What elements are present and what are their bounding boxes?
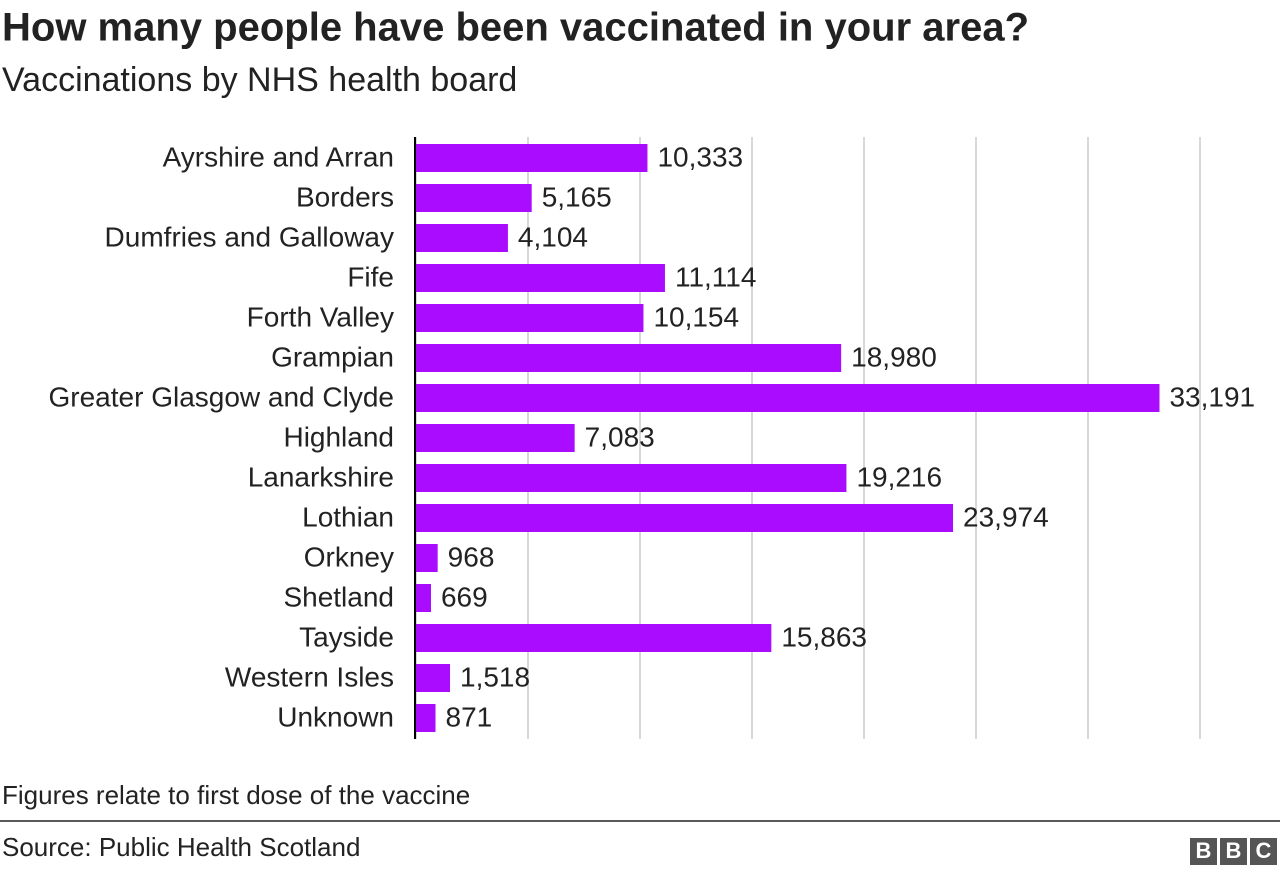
bar [416,144,648,172]
y-tick-label: Lothian [302,501,394,532]
y-tick-label: Greater Glasgow and Clyde [48,381,394,412]
bar [416,584,431,612]
bar [416,384,1160,412]
value-label: 1,518 [460,661,530,692]
value-label: 968 [448,541,495,572]
y-tick-label: Orkney [304,541,394,572]
value-label: 669 [441,581,488,612]
bar [416,264,665,292]
y-tick-label: Western Isles [225,661,394,692]
logo-box [1220,838,1247,865]
value-label: 871 [446,701,493,732]
y-tick-label: Ayrshire and Arran [163,141,394,172]
chart-subtitle: Vaccinations by NHS health board [2,61,517,99]
value-label: 4,104 [518,221,588,252]
y-tick-label: Dumfries and Galloway [105,221,394,252]
value-label: 18,980 [851,341,937,372]
bar [416,304,644,332]
bar [416,424,575,452]
y-tick-label: Grampian [271,341,394,372]
logo-letter: C [1256,838,1272,863]
value-label: 23,974 [963,501,1049,532]
bar [416,464,847,492]
value-label: 15,863 [781,621,867,652]
bar [416,664,451,692]
bar [416,504,954,532]
y-tick-label: Borders [296,181,394,212]
bar [416,544,438,572]
logo-letter: B [1196,838,1212,863]
logo-box [1250,838,1277,865]
value-label: 33,191 [1169,381,1255,412]
bar [416,344,842,372]
y-tick-label: Shetland [283,581,394,612]
footnote: Figures relate to first dose of the vacc… [2,780,470,810]
y-tick-label: Tayside [299,621,394,652]
bar [416,224,508,252]
logo-box [1190,838,1217,865]
bar [416,704,436,732]
value-label: 19,216 [856,461,942,492]
y-tick-label: Forth Valley [247,301,394,332]
chart-title: How many people have been vaccinated in … [2,6,1029,50]
bar [416,184,532,212]
y-tick-label: Unknown [277,701,394,732]
value-label: 11,114 [675,261,756,292]
value-label: 10,154 [653,301,739,332]
y-tick-label: Lanarkshire [248,461,394,492]
y-tick-label: Highland [283,421,394,452]
value-label: 10,333 [657,141,743,172]
y-tick-label: Fife [347,261,394,292]
value-label: 5,165 [542,181,612,212]
bar [416,624,772,652]
value-label: 7,083 [585,421,655,452]
logo-letter: B [1226,838,1242,863]
source: Source: Public Health Scotland [2,832,360,862]
